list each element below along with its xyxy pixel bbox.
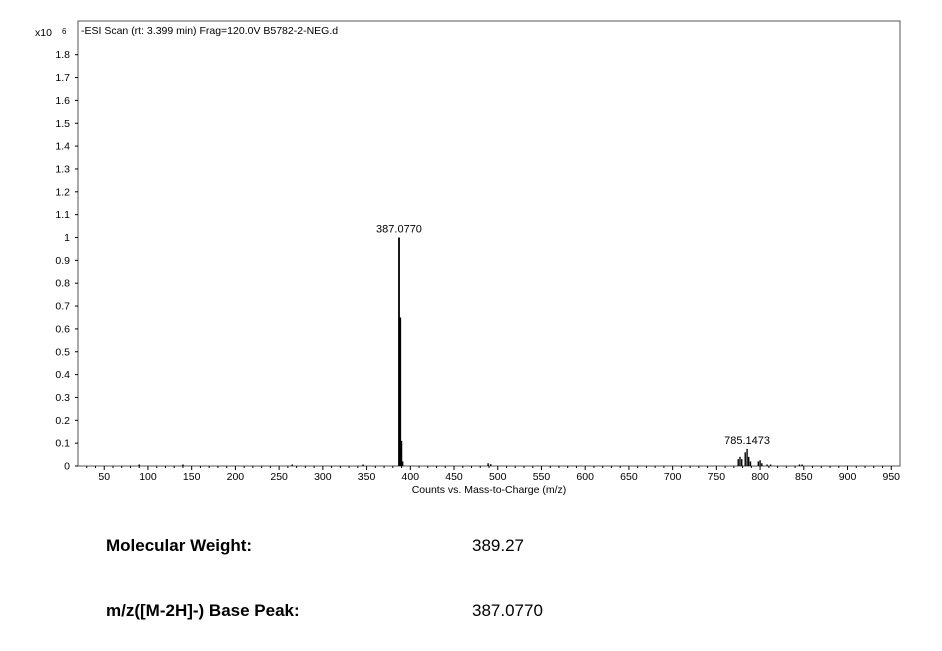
y-tick-label: 0.4 <box>55 369 70 381</box>
y-tick-label: 1.4 <box>55 141 70 153</box>
y-tick-label: 0.2 <box>55 415 70 427</box>
y-tick-label: 0.3 <box>55 392 70 404</box>
y-scale-label: x10 <box>35 27 52 39</box>
y-tick-label: 1.2 <box>55 186 70 198</box>
y-tick-label: 1 <box>64 232 70 244</box>
y-tick-label: 0.5 <box>55 346 70 358</box>
y-tick-label: 1.3 <box>55 163 70 175</box>
x-axis-label: Counts vs. Mass-to-Charge (m/z) <box>412 484 567 496</box>
base-peak-label: m/z([M-2H]-) Base Peak: <box>106 601 300 620</box>
y-tick-label: 1.7 <box>55 72 70 84</box>
y-tick-label: 0.9 <box>55 255 70 267</box>
y-axis: 0 0.1 0.2 0.3 0.4 0.5 0.6 0.7 0.8 0.9 1 1.1 1.2 1.3 1.… <box>55 49 78 473</box>
x-tick-label: 450 <box>445 471 463 483</box>
y-tick-label: 0.6 <box>55 323 70 335</box>
molecular-weight-value: 389.27 <box>472 536 524 555</box>
x-tick-label: 700 <box>664 471 682 483</box>
x-axis: 50 100 150 200 250 300 350 400 450 500 550 600 650 70… <box>86 466 900 483</box>
x-tick-label: 400 <box>402 471 420 483</box>
x-tick-label: 250 <box>270 471 288 483</box>
y-tick-label: 0.7 <box>55 301 70 313</box>
peak-label: 785.1473 <box>724 435 770 447</box>
x-tick-label: 750 <box>708 471 726 483</box>
spectrum-peaks <box>138 237 803 466</box>
chart-title: -ESI Scan (rt: 3.399 min) Frag=120.0V B5… <box>81 25 338 37</box>
peak-annotations: 387.0770 785.1473 <box>376 224 770 447</box>
base-peak-row: m/z([M-2H]-) Base Peak: 387.0770 <box>0 601 942 625</box>
y-tick-label: 1.6 <box>55 95 70 107</box>
x-tick-label: 50 <box>98 471 110 483</box>
x-tick-label: 900 <box>839 471 857 483</box>
y-tick-label: 1.1 <box>55 209 70 221</box>
y-tick-label: 0.1 <box>55 438 70 450</box>
x-tick-label: 650 <box>620 471 638 483</box>
y-tick-label: 0 <box>64 461 70 473</box>
y-tick-label: 1.5 <box>55 118 70 130</box>
x-tick-label: 800 <box>751 471 769 483</box>
peak-label: 387.0770 <box>376 224 422 236</box>
molecular-weight-row: Molecular Weight: 389.27 <box>0 536 942 560</box>
plot-frame <box>77 20 901 467</box>
x-tick-label: 500 <box>489 471 507 483</box>
x-tick-label: 150 <box>183 471 201 483</box>
x-tick-label: 350 <box>358 471 376 483</box>
x-tick-label: 550 <box>533 471 551 483</box>
y-tick-label: 0.8 <box>55 278 70 290</box>
x-tick-label: 200 <box>227 471 245 483</box>
y-scale-exponent: 6 <box>62 27 67 36</box>
x-tick-label: 850 <box>795 471 813 483</box>
x-tick-label: 600 <box>576 471 594 483</box>
x-tick-label: 300 <box>314 471 332 483</box>
x-tick-label: 950 <box>882 471 900 483</box>
y-tick-label: 1.8 <box>55 49 70 61</box>
mass-spectrum-chart: x10 6 -ESI Scan (rt: 3.399 min) Frag=120… <box>35 20 901 496</box>
base-peak-value: 387.0770 <box>472 601 543 620</box>
x-tick-label: 100 <box>139 471 157 483</box>
molecular-weight-label: Molecular Weight: <box>106 536 253 555</box>
